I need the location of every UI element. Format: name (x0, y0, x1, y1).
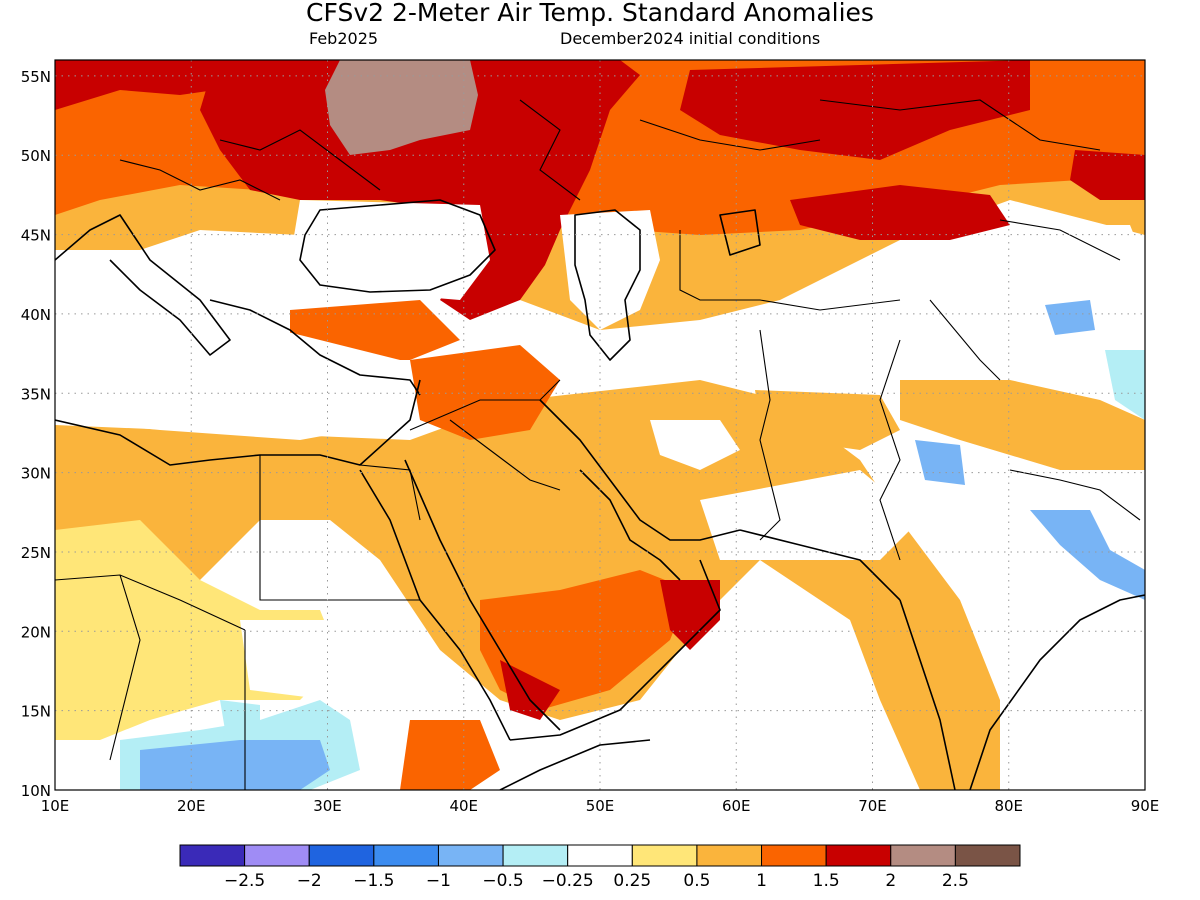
lat-tick-label: 40N (21, 306, 51, 324)
lon-tick-label: 10E (41, 797, 70, 815)
legend-swatch (502, 844, 569, 867)
anomaly-region (220, 700, 260, 730)
legend-label: 2.5 (942, 871, 969, 891)
anomaly-region (680, 60, 1030, 160)
legend-label: 2 (885, 871, 896, 891)
lat-tick-label: 35N (21, 385, 51, 403)
lon-tick-label: 40E (449, 797, 478, 815)
legend-label: −0.5 (482, 871, 523, 891)
lon-tick-label: 20E (177, 797, 206, 815)
legend-label: −1 (426, 871, 451, 891)
anomaly-region (410, 345, 560, 440)
anomaly-region (240, 620, 420, 740)
legend-label: 1 (756, 871, 767, 891)
legend-swatch (179, 844, 246, 867)
anomaly-region (400, 720, 500, 790)
legend-swatch (890, 844, 956, 867)
legend-swatch (696, 844, 763, 867)
lon-tick-label: 80E (994, 797, 1023, 815)
legend-swatch (825, 844, 892, 867)
legend-swatch (631, 844, 698, 867)
lat-tick-label: 30N (21, 465, 51, 483)
legend-label: −2 (297, 871, 322, 891)
anomaly-region (55, 380, 1000, 790)
lat-tick-label: 10N (21, 782, 51, 800)
lon-tick-label: 90E (1131, 797, 1160, 815)
anomaly-region (755, 390, 900, 450)
coastlines-borders (55, 99, 1145, 790)
lat-tick-label: 45N (21, 227, 51, 245)
anomaly-region (1070, 150, 1145, 200)
anomaly-region (900, 380, 1145, 470)
lat-tick-label: 15N (21, 703, 51, 721)
color-legend: −2.5 −2 −1.5 −1 −0.5 −0.25 0.25 0.5 1 1.5 2 2.5 (179, 844, 1021, 891)
legend-swatch (437, 844, 504, 867)
figure-title: CFSv2 2-Meter Air Temp. Standard Anomali… (306, 0, 874, 27)
anomaly-region (650, 420, 740, 470)
longitude-axis: 10E 20E 30E 40E 50E 60E 70E 80E 90E (41, 797, 1160, 815)
legend-label: 0.25 (613, 871, 651, 891)
anomaly-region (290, 200, 490, 300)
anomaly-region (55, 60, 215, 110)
legend-swatch (373, 844, 439, 867)
anomaly-region (790, 185, 1010, 240)
anomaly-region (200, 60, 640, 320)
lat-tick-label: 50N (21, 147, 51, 165)
legend-label: −1.5 (353, 871, 394, 891)
lon-tick-label: 60E (722, 797, 751, 815)
legend-label: −0.25 (542, 871, 594, 891)
lon-tick-label: 50E (586, 797, 615, 815)
legend-label: 1.5 (813, 871, 840, 891)
latitude-axis: 55N 50N 45N 40N 35N 30N 25N 20N 15N 10N (21, 68, 51, 800)
anomaly-region (1105, 350, 1145, 420)
anomaly-region (1045, 300, 1095, 335)
initial-conditions: December2024 initial conditions (560, 29, 820, 48)
legend-label: −2.5 (224, 871, 265, 891)
lat-tick-label: 55N (21, 68, 51, 86)
legend-swatch (244, 844, 310, 867)
legend-label: 0.5 (683, 871, 710, 891)
lat-tick-label: 25N (21, 544, 51, 562)
valid-month: Feb2025 (309, 29, 378, 48)
legend-swatch (761, 844, 827, 867)
anomaly-region (325, 60, 478, 155)
anomaly-region (915, 440, 965, 485)
anomaly-region (480, 570, 690, 710)
anomaly-region (920, 300, 1060, 380)
anomaly-region (55, 300, 410, 440)
lon-tick-label: 30E (313, 797, 342, 815)
anomaly-region (660, 580, 720, 650)
anomaly-region (140, 740, 330, 790)
legend-swatch (567, 844, 633, 867)
anomaly-region (700, 470, 920, 560)
lon-tick-label: 70E (858, 797, 887, 815)
anomaly-region (1060, 225, 1140, 255)
lat-tick-label: 20N (21, 623, 51, 641)
legend-swatch (954, 844, 1021, 867)
anomaly-region (1030, 510, 1145, 600)
gridlines (55, 60, 1145, 790)
map-frame (54, 59, 1146, 791)
legend-swatch (308, 844, 375, 867)
